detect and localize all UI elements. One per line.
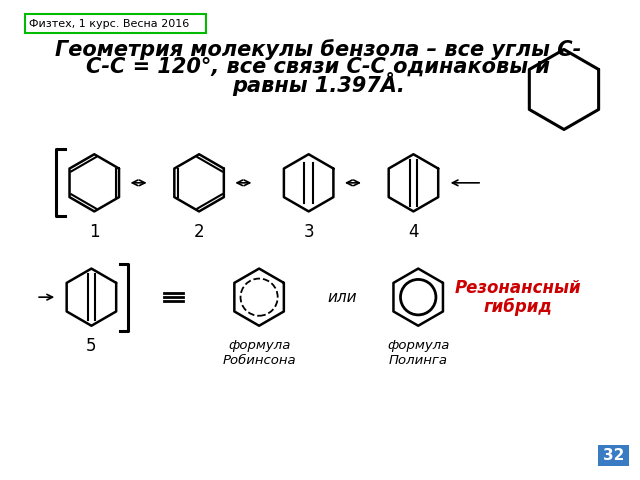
FancyBboxPatch shape <box>25 14 205 33</box>
Text: Физтех, 1 курс. Весна 2016: Физтех, 1 курс. Весна 2016 <box>29 19 189 29</box>
Text: 32: 32 <box>603 448 624 463</box>
Text: или: или <box>327 289 356 305</box>
Text: 2: 2 <box>194 223 204 241</box>
Text: равны 1.397Å.: равны 1.397Å. <box>232 72 404 96</box>
Text: Резонансный: Резонансный <box>455 278 582 297</box>
Text: 3: 3 <box>303 223 314 241</box>
Text: гибрид: гибрид <box>484 298 552 316</box>
Text: 5: 5 <box>86 337 97 355</box>
FancyBboxPatch shape <box>598 445 628 466</box>
Text: С-С = 120°, все связи С-С одинаковы и: С-С = 120°, все связи С-С одинаковы и <box>86 57 550 77</box>
Text: 1: 1 <box>89 223 100 241</box>
Text: формула
Робинсона: формула Робинсона <box>222 339 296 367</box>
Text: 4: 4 <box>408 223 419 241</box>
Text: Геометрия молекулы бензола – все углы С-: Геометрия молекулы бензола – все углы С- <box>55 39 581 60</box>
Text: формула
Полинга: формула Полинга <box>387 339 449 367</box>
